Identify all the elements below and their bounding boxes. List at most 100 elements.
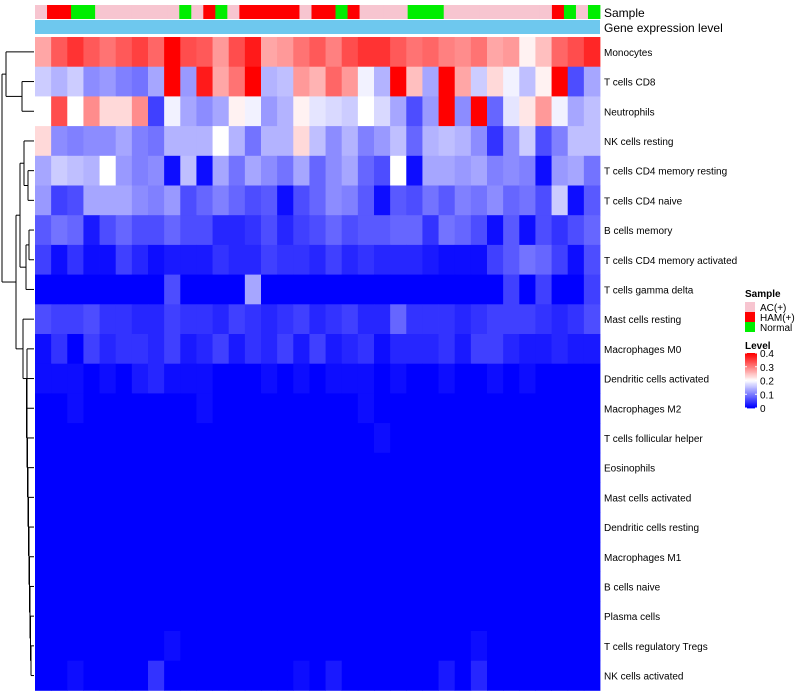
sample-annotation-cell xyxy=(371,5,385,19)
row-label: Mast cells activated xyxy=(604,493,691,504)
heatmap-cell xyxy=(551,363,569,394)
legend-gradient-step xyxy=(745,381,757,384)
heatmap-cell xyxy=(180,96,197,127)
heatmap-cell xyxy=(374,215,391,246)
legend-gradient-step xyxy=(745,403,757,405)
heatmap-cell xyxy=(422,393,439,424)
legend-gradient-step xyxy=(745,384,757,386)
heatmap-cell xyxy=(51,304,68,335)
heatmap-cell xyxy=(309,571,326,602)
heatmap-cell xyxy=(583,155,601,186)
row-label: B cells naive xyxy=(604,582,661,593)
heatmap-cell xyxy=(115,274,133,305)
legend-gradient-step xyxy=(745,394,757,396)
heatmap-cell xyxy=(551,660,569,691)
sample-annotation-cell xyxy=(383,5,397,19)
heatmap-cell xyxy=(212,363,230,394)
sample-annotation-cell xyxy=(587,5,601,19)
heatmap-cell xyxy=(309,541,326,572)
sample-annotation-cell xyxy=(179,5,192,19)
heatmap-cell xyxy=(583,512,601,543)
heatmap-cell xyxy=(212,155,230,186)
heatmap-cell xyxy=(519,541,536,572)
heatmap-cells xyxy=(35,37,601,691)
heatmap-cell xyxy=(341,601,359,632)
heatmap-cell xyxy=(357,363,375,394)
heatmap-cell xyxy=(374,126,391,157)
heatmap-cell xyxy=(357,660,375,691)
heatmap-cell xyxy=(180,452,197,483)
heatmap-cell xyxy=(244,601,262,632)
heatmap-cell xyxy=(470,66,488,97)
heatmap-cell xyxy=(422,334,439,365)
heatmap-cell xyxy=(244,482,262,513)
heatmap-cell xyxy=(583,334,601,365)
heatmap-cell xyxy=(551,482,569,513)
heatmap-cell xyxy=(341,363,359,394)
heatmap-cell xyxy=(67,304,84,335)
sample-annotation-cell xyxy=(203,5,216,19)
heatmap-cell xyxy=(115,571,133,602)
heatmap-cell xyxy=(164,244,181,275)
heatmap-cell xyxy=(261,37,278,68)
heatmap-cell xyxy=(583,601,601,632)
heatmap-cell xyxy=(438,631,456,662)
sample-annotation-cell xyxy=(35,5,48,19)
heatmap-cell xyxy=(341,660,359,691)
heatmap-cell xyxy=(99,37,117,68)
heatmap-cell xyxy=(470,96,488,127)
heatmap-cell xyxy=(357,512,375,543)
heatmap-cell xyxy=(293,571,310,602)
heatmap-cell xyxy=(341,452,359,483)
sample-annotation-cell xyxy=(143,5,156,19)
heatmap-cell xyxy=(487,334,504,365)
heatmap-cell xyxy=(196,571,213,602)
legend-level-ticks: 0.4 0.3 0.2 0.1 0 xyxy=(745,349,774,415)
heatmap-cell xyxy=(341,274,359,305)
sample-annotation-cell xyxy=(275,5,288,19)
heatmap-cell xyxy=(325,244,343,275)
heatmap-cell xyxy=(341,393,359,424)
heatmap-cell xyxy=(212,512,230,543)
heatmap-cell xyxy=(503,155,520,186)
sample-annotation-cell xyxy=(575,5,589,19)
heatmap-cell xyxy=(583,571,601,602)
heatmap-cell xyxy=(51,482,68,513)
heatmap-cell xyxy=(51,66,68,97)
heatmap-cell xyxy=(244,66,262,97)
heatmap-cell xyxy=(212,334,230,365)
heatmap-cell xyxy=(422,512,439,543)
heatmap-cell xyxy=(341,96,359,127)
heatmap-cell xyxy=(519,215,536,246)
row-label: Macrophages M2 xyxy=(604,404,682,415)
heatmap-cell xyxy=(115,96,133,127)
heatmap-cell xyxy=(567,274,585,305)
heatmap-cell xyxy=(374,96,391,127)
heatmap-cell xyxy=(212,304,230,335)
heatmap-cell xyxy=(438,155,456,186)
heatmap-cell xyxy=(325,37,343,68)
legend-gradient-step xyxy=(745,404,757,406)
heatmap-cell xyxy=(583,631,601,662)
sample-annotation-cell xyxy=(443,5,457,19)
row-label: T cells regulatory Tregs xyxy=(604,642,708,653)
heatmap-cell xyxy=(35,363,52,394)
heatmap-cell xyxy=(228,423,246,454)
sample-annotation-cell xyxy=(323,5,336,19)
heatmap-cell xyxy=(148,363,165,394)
row-label: T cells CD4 naive xyxy=(604,196,683,207)
heatmap-cell xyxy=(164,126,181,157)
heatmap-cell xyxy=(228,155,246,186)
heatmap-cell xyxy=(551,155,569,186)
heatmap-cell xyxy=(470,571,488,602)
heatmap-cell xyxy=(293,185,310,216)
legend-gradient-step xyxy=(745,388,757,390)
heatmap-cell xyxy=(519,452,536,483)
heatmap-cell xyxy=(567,423,585,454)
heatmap-cell xyxy=(212,452,230,483)
sample-annotation-cell xyxy=(215,5,228,19)
heatmap-cell xyxy=(261,244,278,275)
heatmap-cell xyxy=(83,631,100,662)
